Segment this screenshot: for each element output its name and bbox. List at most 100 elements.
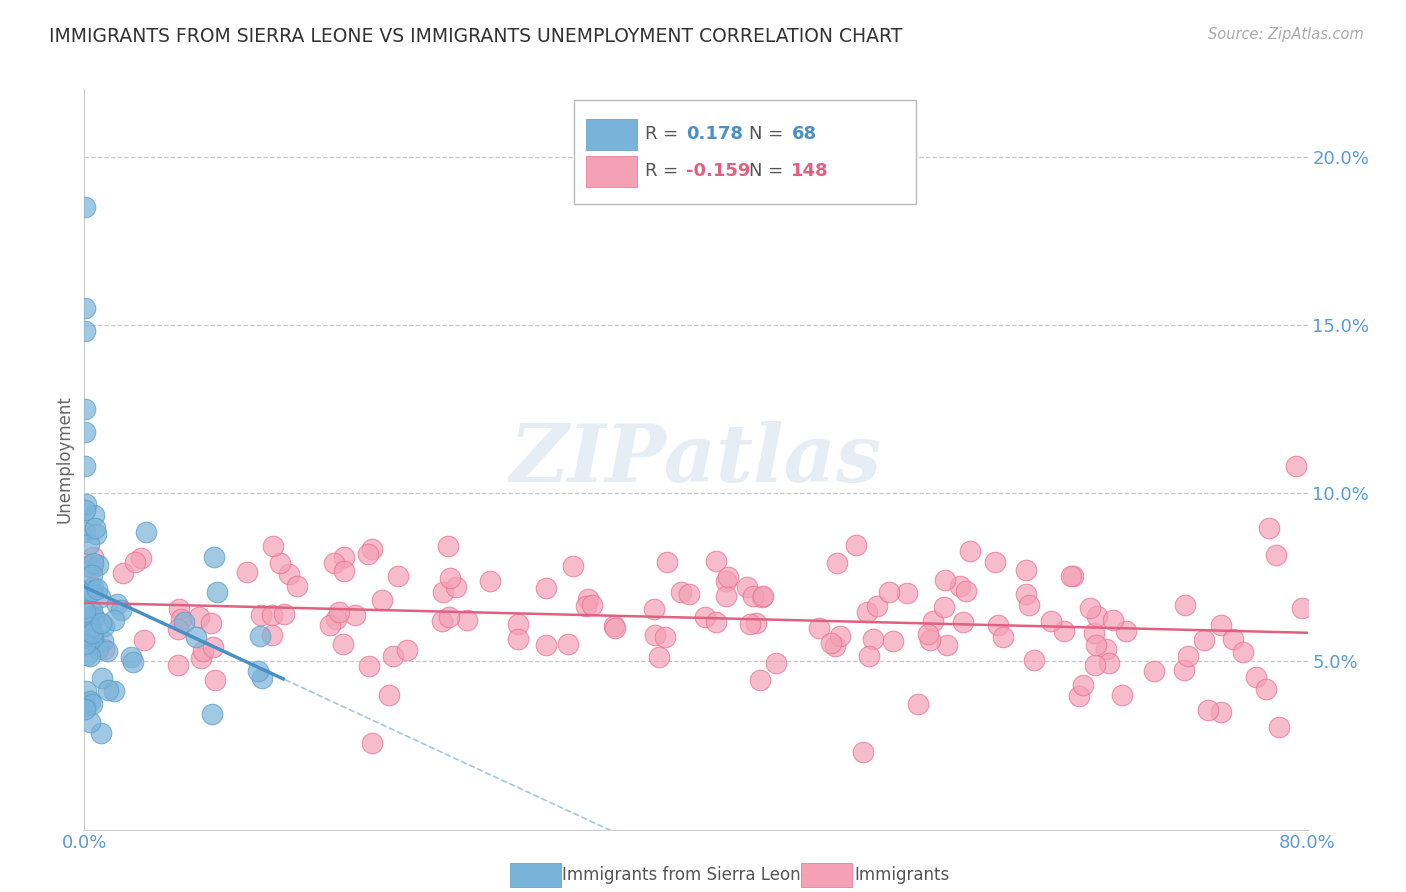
Point	[75, 503, 97, 517]
Point	[90, 726, 112, 740]
Point	[1115, 624, 1137, 638]
Point	[205, 585, 228, 599]
Point	[250, 671, 273, 685]
Point	[249, 607, 271, 622]
Point	[882, 633, 904, 648]
Point	[1174, 599, 1197, 613]
FancyBboxPatch shape	[574, 100, 917, 204]
Point	[319, 618, 342, 632]
Point	[765, 657, 787, 671]
Point	[361, 541, 384, 556]
Point	[105, 597, 128, 611]
Point	[557, 637, 579, 651]
Point	[73, 325, 96, 339]
Point	[77, 559, 100, 574]
Point	[716, 589, 738, 603]
Point	[1018, 598, 1040, 612]
Point	[479, 574, 502, 589]
Point	[576, 592, 599, 607]
FancyBboxPatch shape	[586, 156, 637, 187]
Point	[371, 593, 394, 607]
Point	[77, 627, 100, 641]
Point	[357, 548, 380, 562]
Point	[922, 614, 945, 628]
Point	[285, 579, 308, 593]
Point	[82, 610, 104, 624]
Point	[1264, 548, 1286, 562]
Point	[1268, 720, 1291, 734]
Point	[73, 459, 96, 474]
Point	[278, 566, 301, 581]
Point	[359, 658, 381, 673]
Point	[534, 581, 557, 595]
Point	[236, 565, 259, 579]
Point	[73, 425, 96, 440]
Point	[96, 644, 118, 658]
Point	[396, 642, 419, 657]
Point	[382, 649, 405, 664]
Point	[202, 640, 225, 654]
Point	[1143, 664, 1166, 678]
Text: ZIPatlas: ZIPatlas	[510, 421, 882, 498]
Point	[83, 610, 105, 624]
Point	[332, 564, 354, 578]
Point	[605, 621, 627, 635]
Point	[866, 599, 889, 613]
Point	[1060, 568, 1083, 582]
Point	[75, 701, 97, 715]
Point	[896, 585, 918, 599]
Point	[82, 561, 104, 575]
Point	[825, 556, 848, 570]
Text: Immigrants: Immigrants	[855, 866, 950, 884]
Point	[934, 574, 956, 588]
Point	[80, 697, 103, 711]
Text: R =: R =	[644, 161, 683, 179]
Point	[82, 626, 104, 640]
Point	[1062, 569, 1084, 583]
Point	[1209, 618, 1232, 632]
Y-axis label: Unemployment: Unemployment	[55, 395, 73, 524]
Point	[820, 636, 842, 650]
Point	[263, 539, 285, 553]
Point	[75, 497, 97, 511]
Point	[82, 550, 104, 565]
Point	[1257, 521, 1279, 535]
Point	[90, 615, 112, 630]
Point	[934, 599, 956, 614]
Point	[80, 608, 103, 623]
Point	[103, 613, 125, 627]
Point	[322, 556, 344, 570]
Point	[432, 585, 454, 599]
Point	[456, 613, 478, 627]
Point	[80, 604, 103, 618]
Point	[856, 605, 879, 619]
Point	[87, 642, 110, 657]
Point	[262, 627, 284, 641]
Point	[1094, 641, 1116, 656]
Point	[704, 554, 727, 568]
Point	[575, 599, 598, 614]
Point	[167, 658, 190, 673]
Point	[269, 556, 291, 570]
Text: N =: N =	[748, 125, 789, 143]
Point	[808, 621, 831, 635]
Point	[917, 627, 939, 641]
Point	[1192, 633, 1215, 648]
Point	[111, 566, 134, 580]
Point	[120, 650, 142, 665]
Point	[1254, 681, 1277, 696]
Point	[993, 630, 1015, 644]
Point	[122, 656, 145, 670]
Point	[508, 632, 530, 646]
Point	[190, 651, 212, 665]
Point	[82, 631, 104, 645]
Point	[80, 632, 103, 646]
Text: R =: R =	[644, 125, 683, 143]
Text: Immigrants from Sierra Leone: Immigrants from Sierra Leone	[562, 866, 811, 884]
Point	[581, 599, 603, 613]
Point	[77, 623, 100, 637]
Point	[717, 570, 740, 584]
Point	[131, 550, 153, 565]
Point	[852, 745, 875, 759]
Point	[170, 612, 193, 626]
